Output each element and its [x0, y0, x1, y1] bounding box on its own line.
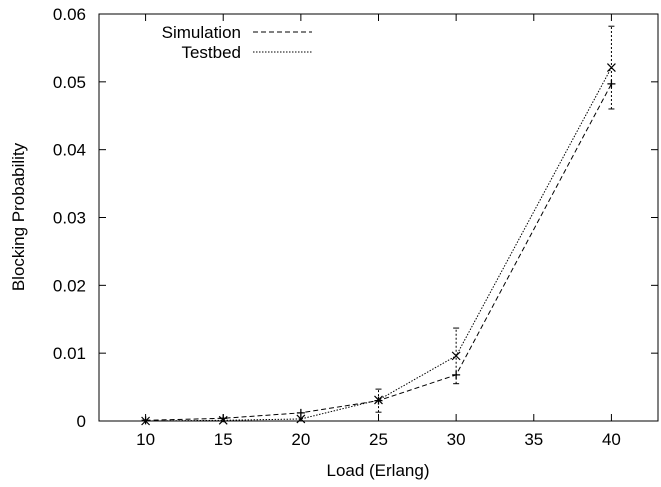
plot-frame [98, 13, 659, 422]
y-tick-label: 0.04 [53, 141, 86, 160]
series-testbed [141, 25, 616, 426]
testbed-point [218, 415, 228, 425]
x-tick-label: 20 [291, 430, 310, 449]
testbed-point [296, 414, 306, 424]
testbed-point [374, 395, 383, 405]
legend-label-simulation: Simulation [162, 23, 241, 42]
x-tick-label: 35 [524, 430, 543, 449]
y-tick-label: 0 [77, 412, 86, 431]
y-tick-label: 0.02 [53, 276, 86, 295]
testbed-line [145, 67, 612, 422]
testbed-point [606, 63, 616, 73]
testbed-point [451, 351, 461, 361]
x-tick-label: 15 [214, 430, 233, 449]
x-axis-title: Load (Erlang) [326, 461, 429, 480]
x-tick-label: 40 [602, 430, 621, 449]
x-tick-label: 30 [447, 430, 466, 449]
simulation-line [145, 83, 612, 421]
x-axis: 10 15 20 25 30 35 40 [136, 14, 621, 449]
x-tick-label: 25 [369, 430, 388, 449]
series-layer [141, 25, 616, 426]
y-tick-label: 0.06 [53, 5, 86, 24]
y-axis: 0 0.01 0.02 0.03 0.04 0.05 0.06 [53, 5, 658, 431]
series-simulation [141, 79, 616, 425]
legend-label-testbed: Testbed [181, 43, 241, 62]
y-axis-title: Blocking Probability [9, 142, 28, 291]
testbed-point [141, 416, 151, 426]
y-tick-label: 0.01 [53, 344, 86, 363]
simulation-point [296, 408, 305, 417]
x-tick-label: 10 [136, 430, 155, 449]
y-tick-label: 0.05 [53, 73, 86, 92]
y-tick-label: 0.03 [53, 209, 86, 228]
